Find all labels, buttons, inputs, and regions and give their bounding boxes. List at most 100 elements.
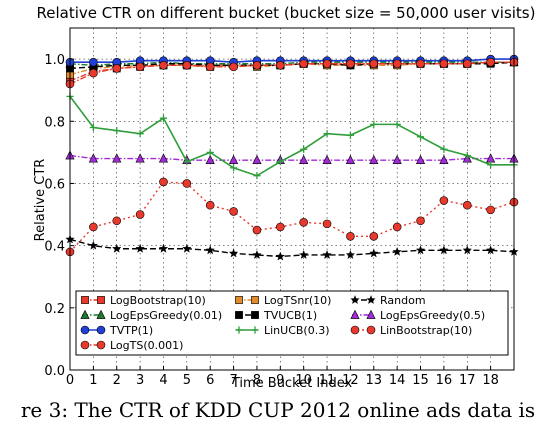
data-point-linucb-0-3 (300, 145, 308, 153)
data-point-linucb-0-3 (229, 164, 238, 172)
y-tick-label: 0.2 (44, 302, 65, 317)
data-point-linbootstrap-10 (346, 232, 355, 241)
x-tick-label: 9 (276, 373, 284, 388)
data-point-logts-0-001 (392, 59, 402, 69)
data-point-random (345, 249, 356, 259)
data-point-random (135, 243, 145, 253)
legend-marker (366, 309, 376, 319)
legend-item-logtsnr-10: LogTSnr(10) (235, 294, 331, 307)
data-point-logepsgreedy-0-5 (135, 153, 145, 163)
x-tick-label: 2 (113, 373, 121, 388)
data-point-logts-0-001 (229, 62, 238, 72)
x-tick-label: 1 (89, 373, 97, 388)
data-point-linbootstrap-10 (462, 200, 472, 210)
x-tick-label: 4 (159, 373, 167, 388)
data-point-linbootstrap-10 (276, 222, 285, 232)
data-point-logts-0-001 (299, 59, 308, 69)
x-tick-label: 18 (482, 373, 499, 388)
data-point-logepsgreedy-0-5 (392, 154, 402, 165)
x-tick-label: 10 (295, 373, 312, 388)
legend-marker (96, 309, 106, 319)
x-tick-label: 15 (412, 373, 429, 388)
data-point-logepsgreedy-0-5 (322, 154, 332, 165)
legend-marker (235, 326, 243, 334)
x-tick-label: 5 (183, 373, 191, 388)
data-point-linbootstrap-10 (252, 225, 262, 235)
data-point-logts-0-001 (416, 59, 425, 69)
legend-marker (251, 296, 259, 304)
data-point-linucb-0-3 (487, 161, 495, 169)
data-point-logts-0-001 (462, 59, 472, 69)
x-tick-label: 17 (459, 373, 476, 388)
figure-caption: re 3: The CTR of KDD CUP 2012 online ads… (20, 398, 536, 422)
data-point-logts-0-001 (252, 61, 262, 70)
legend-marker (350, 309, 360, 319)
data-point-linucb-0-3 (323, 130, 331, 138)
series-line-random (69, 238, 515, 258)
data-point-random (205, 245, 215, 255)
x-tick-label: 13 (366, 373, 383, 388)
data-point-logepsgreedy-0-5 (369, 154, 379, 165)
legend-label: TVTP(1) (109, 324, 153, 337)
x-tick-label: 8 (253, 373, 261, 388)
legend-label: LogTSnr(10) (264, 294, 331, 307)
data-point-linbootstrap-10 (112, 216, 122, 226)
data-point-logts-0-001 (276, 61, 285, 70)
data-point-logepsgreedy-0-5 (252, 154, 262, 165)
data-point-logts-0-001 (112, 64, 122, 73)
x-tick-label: 16 (436, 373, 453, 388)
data-point-linbootstrap-10 (299, 218, 308, 227)
y-tick-label: 0.4 (44, 240, 65, 255)
legend-label: LogEpsGreedy(0.5) (380, 309, 485, 322)
data-point-linucb-0-3 (206, 148, 214, 156)
data-point-linucb-0-3 (159, 114, 168, 122)
data-point-random (462, 245, 472, 255)
data-point-linucb-0-3 (89, 123, 97, 132)
legend-marker (251, 326, 259, 334)
series-linbootstrap-10 (65, 177, 519, 257)
data-point-logepsgreedy-0-5 (439, 154, 449, 165)
data-point-tvtp-1 (89, 57, 98, 67)
data-point-logepsgreedy-0-5 (205, 154, 215, 165)
y-tick-label: 0.6 (44, 177, 65, 192)
data-point-logts-0-001 (369, 59, 379, 69)
ctr-chart: Relative CTR on different bucket (bucket… (33, 4, 536, 391)
ticks-layer: 0 1 2 3 4 5 6 7 8 9 10 11 12 13 14 15 16 17 180.00.20.40.6… (44, 53, 499, 388)
data-point-logts-0-001 (439, 59, 449, 69)
data-point-linbootstrap-10 (416, 216, 425, 226)
legend-marker (366, 295, 376, 305)
data-point-random (275, 251, 286, 261)
x-axis-label: Time Bucket Index (231, 376, 353, 391)
plot-frame (69, 27, 515, 371)
data-point-linbootstrap-10 (439, 196, 449, 205)
data-point-linucb-0-3 (253, 172, 261, 180)
legend-marker (235, 311, 243, 319)
data-point-logts-0-001 (89, 68, 98, 78)
data-point-random (88, 240, 99, 250)
data-point-linucb-0-3 (276, 158, 284, 166)
legend-item-linucb-0-3: LinUCB(0.3) (235, 324, 330, 337)
data-point-linbootstrap-10 (89, 222, 98, 232)
legend-label: LinBootstrap(10) (380, 324, 472, 337)
legend-marker (81, 296, 89, 304)
legend-marker (97, 296, 105, 304)
y-axis-label: Relative CTR (33, 159, 48, 242)
data-point-random (369, 248, 379, 258)
data-point-linbootstrap-10 (135, 210, 145, 219)
data-point-linbootstrap-10 (229, 207, 238, 216)
data-point-linucb-0-3 (440, 145, 448, 153)
data-point-logts-0-001 (205, 62, 215, 72)
legend-item-logepsgreedy-0-5: LogEpsGreedy(0.5) (350, 309, 485, 322)
data-point-linbootstrap-10 (205, 200, 215, 210)
legend-marker (350, 295, 360, 305)
series-line-logepsgreedy-0-5 (69, 154, 514, 161)
data-point-logepsgreedy-0-5 (228, 154, 239, 165)
chart-title: Relative CTR on different bucket (bucket… (37, 4, 536, 22)
legend-item-logts-0-001: LogTS(0.001) (80, 339, 183, 352)
legend-marker (80, 340, 90, 350)
data-point-logepsgreedy-0-5 (158, 153, 169, 163)
data-point-linucb-0-3 (463, 151, 471, 160)
series-line-linucb-0-3 (69, 95, 514, 177)
data-point-linucb-0-3 (136, 130, 144, 138)
legend-label: LogEpsGreedy(0.01) (110, 309, 222, 322)
